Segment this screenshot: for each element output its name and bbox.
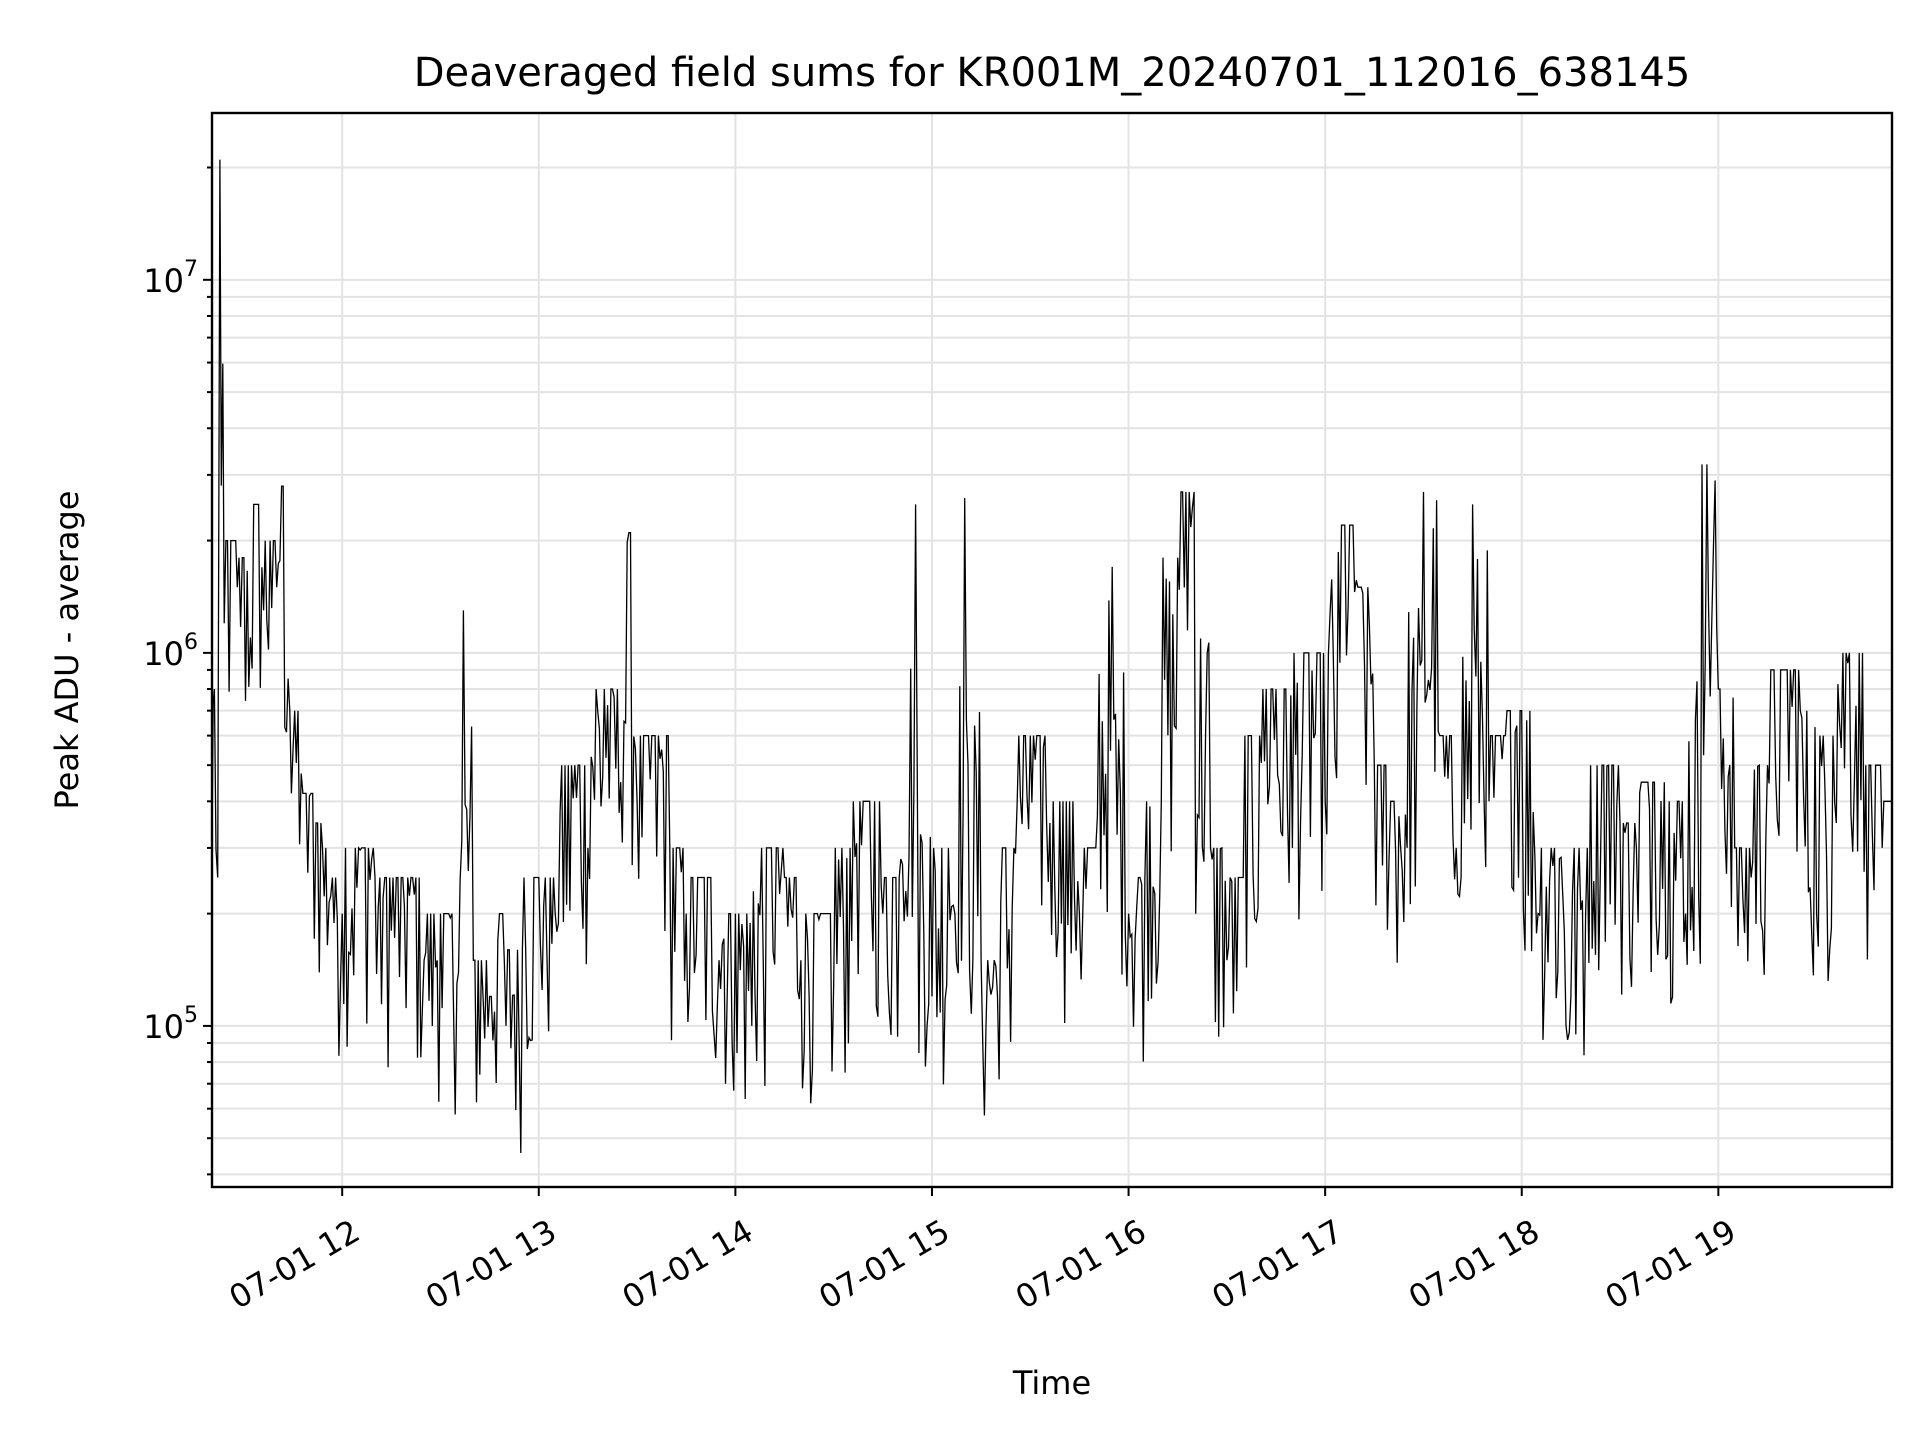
- y-tick-label-exponent: 7: [184, 257, 198, 282]
- y-tick-label-exponent: 6: [184, 630, 198, 655]
- series-line: [211, 159, 1892, 1154]
- y-tick-label-base: 10: [143, 262, 184, 300]
- y-tick-label: 106: [143, 630, 198, 673]
- y-tick-label-base: 10: [143, 635, 184, 673]
- x-axis-label: Time: [1012, 1364, 1091, 1402]
- y-tick-label: 105: [143, 1003, 198, 1046]
- grid: [212, 113, 1892, 1187]
- y-tick-label-base: 10: [143, 1008, 184, 1046]
- y-tick-label-exponent: 5: [184, 1003, 198, 1028]
- y-axis-label: Peak ADU - average: [48, 491, 86, 810]
- y-tick-label: 107: [143, 257, 198, 300]
- plot-frame: [210, 111, 1894, 1189]
- chart-title: Deaveraged field sums for KR001M_2024070…: [414, 50, 1691, 96]
- series-group: [211, 159, 1892, 1154]
